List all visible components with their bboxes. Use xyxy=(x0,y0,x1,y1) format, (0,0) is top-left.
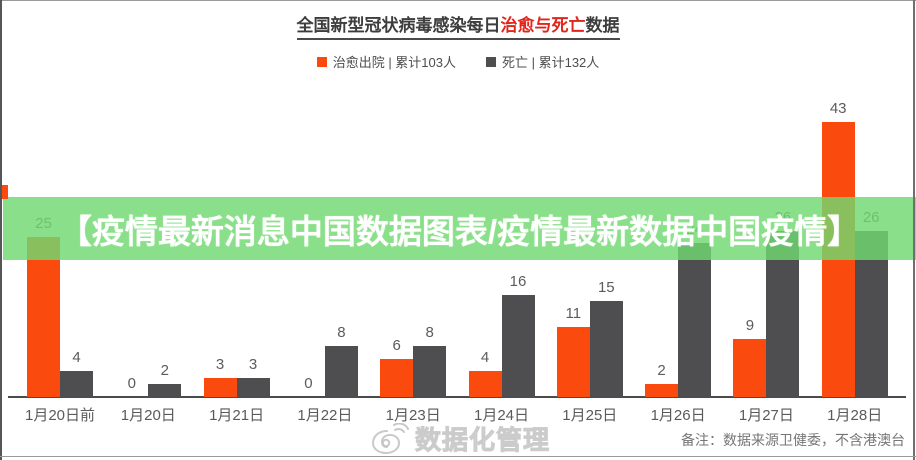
watermark-text: 数据化管理 xyxy=(414,425,551,456)
x-tick-label: 1月21日 xyxy=(209,407,265,424)
cured-bar xyxy=(203,378,237,397)
death-bar xyxy=(148,384,182,397)
title-suffix: 数据 xyxy=(585,16,620,35)
cured-bar xyxy=(733,339,767,397)
bottom-frame-line xyxy=(0,456,916,457)
x-tick-label: 1月22日 xyxy=(297,407,353,424)
cured-bar xyxy=(645,384,679,397)
legend-swatch-cured-icon xyxy=(316,56,327,67)
cured-bar-value: 9 xyxy=(745,317,755,334)
x-tick-label: 1月25日 xyxy=(562,407,618,424)
death-bar xyxy=(324,346,358,397)
x-axis-line xyxy=(8,396,906,398)
x-tick-label: 1月23日 xyxy=(385,407,441,424)
death-bar-value: 15 xyxy=(597,279,615,296)
weibo-spiral-icon xyxy=(371,422,409,454)
overlay-banner: 【疫情最新消息中国数据图表/疫情最新数据中国疫情】 xyxy=(3,197,916,260)
legend-item-cured: 治愈出院 | 累计103人 xyxy=(316,52,456,71)
legend: 治愈出院 | 累计103人 死亡 | 累计132人 xyxy=(0,52,916,71)
death-bar xyxy=(501,295,535,397)
cured-bar-value: 6 xyxy=(392,337,401,354)
cured-bar-value: 2 xyxy=(657,362,666,379)
cured-bar-value: 0 xyxy=(127,375,136,392)
x-tick-label: 1月28日 xyxy=(827,407,883,424)
cured-bar-value: 4 xyxy=(480,349,490,366)
banner-edge-accent xyxy=(0,185,8,199)
legend-swatch-death-icon xyxy=(486,56,496,67)
death-bar xyxy=(589,301,623,397)
cured-bar xyxy=(556,327,590,397)
frame-right-edge xyxy=(913,0,915,460)
death-bar-value: 16 xyxy=(509,273,527,290)
cured-bar xyxy=(27,237,60,397)
legend-label-death: 死亡 | 累计132人 xyxy=(502,55,600,70)
legend-label-cured: 治愈出院 | 累计103人 xyxy=(332,55,456,70)
cured-bar xyxy=(468,371,502,397)
title-highlight: 治愈与死亡 xyxy=(500,16,586,35)
frame-left-edge xyxy=(0,0,2,460)
death-bar-value: 8 xyxy=(425,324,434,341)
title-prefix: 全国新型冠状病毒感染每日 xyxy=(296,16,501,35)
watermark: 数据化管理 xyxy=(371,420,550,457)
death-bar xyxy=(413,346,447,397)
death-bar-value: 3 xyxy=(248,356,258,373)
cured-bar xyxy=(380,359,414,397)
cured-bar-value: 3 xyxy=(215,356,225,373)
overlay-banner-text: 【疫情最新消息中国数据图表/疫情最新数据中国疫情】 xyxy=(58,212,861,250)
x-tick-label: 1月20日 xyxy=(120,407,176,424)
death-bar-value: 8 xyxy=(337,324,346,341)
x-tick-label: 1月27日 xyxy=(738,407,794,424)
death-bar xyxy=(60,371,93,397)
x-tick-label: 1月24日 xyxy=(473,407,530,424)
death-bar xyxy=(236,378,270,397)
cured-bar-value: 0 xyxy=(304,375,313,392)
cured-bar-value: 43 xyxy=(829,100,847,117)
death-bar-value: 2 xyxy=(160,362,169,379)
frame-top-edge xyxy=(0,0,916,1)
death-bar-value: 4 xyxy=(72,349,81,366)
footnote: 备注：数据来源卫健委，不含港澳台 xyxy=(681,432,905,448)
cured-bar-value: 11 xyxy=(565,305,582,322)
chart-title: 全国新型冠状病毒感染每日治愈与死亡数据 xyxy=(0,11,916,40)
death-bar xyxy=(678,243,712,397)
x-tick-label: 1月20日前 xyxy=(24,407,96,424)
x-tick-label: 1月26日 xyxy=(650,407,706,424)
legend-item-death: 死亡 | 累计132人 xyxy=(486,52,599,71)
